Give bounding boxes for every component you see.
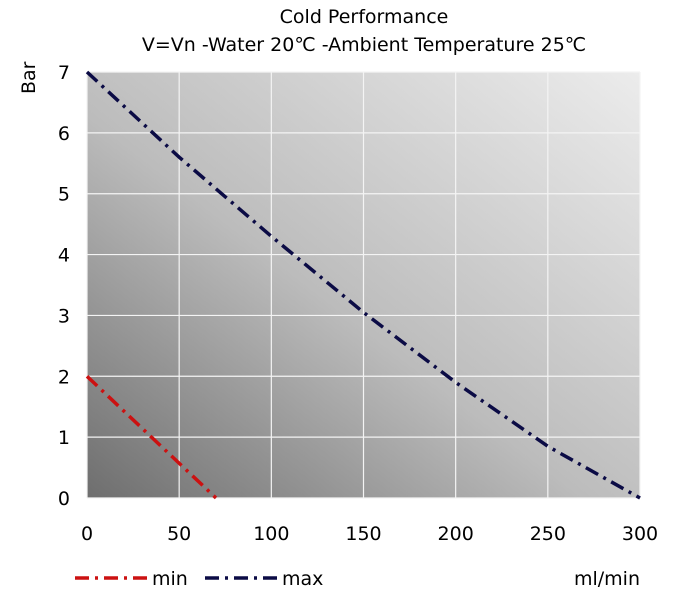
x-tick-label: 250: [530, 523, 566, 545]
y-tick-label: 7: [58, 62, 70, 84]
y-tick-label: 4: [58, 245, 70, 267]
x-tick-label: 100: [253, 523, 289, 545]
series-line-max: [85, 70, 641, 500]
series-lines: [85, 70, 641, 500]
grid: [86, 71, 641, 499]
x-axis-label: ml/min: [574, 568, 640, 590]
y-tick-label: 5: [58, 184, 70, 206]
series-line-min: [85, 375, 218, 500]
x-tick-label: 0: [81, 523, 93, 545]
y-tick-label: 2: [58, 366, 70, 388]
y-tick-label: 1: [58, 427, 70, 449]
x-tick-label: 300: [622, 523, 658, 545]
chart-subtitle: V=Vn -Water 20℃ -Ambient Temperature 25℃: [142, 34, 586, 56]
x-tick-label: 200: [438, 523, 474, 545]
legend-label-min: min: [152, 568, 188, 590]
y-tick-label: 0: [58, 488, 70, 510]
legend: min max: [75, 568, 323, 590]
x-tick-label: 50: [167, 523, 191, 545]
legend-label-max: max: [282, 568, 323, 590]
y-tick-label: 6: [58, 123, 70, 145]
tick-labels: 0 1 2 3 4 5 6 7 0 50 100 150 200 250 300: [58, 62, 658, 545]
y-axis-label: Bar: [18, 61, 40, 94]
y-tick-label: 3: [58, 305, 70, 327]
x-tick-label: 150: [345, 523, 381, 545]
chart-title: Cold Performance: [280, 6, 449, 28]
